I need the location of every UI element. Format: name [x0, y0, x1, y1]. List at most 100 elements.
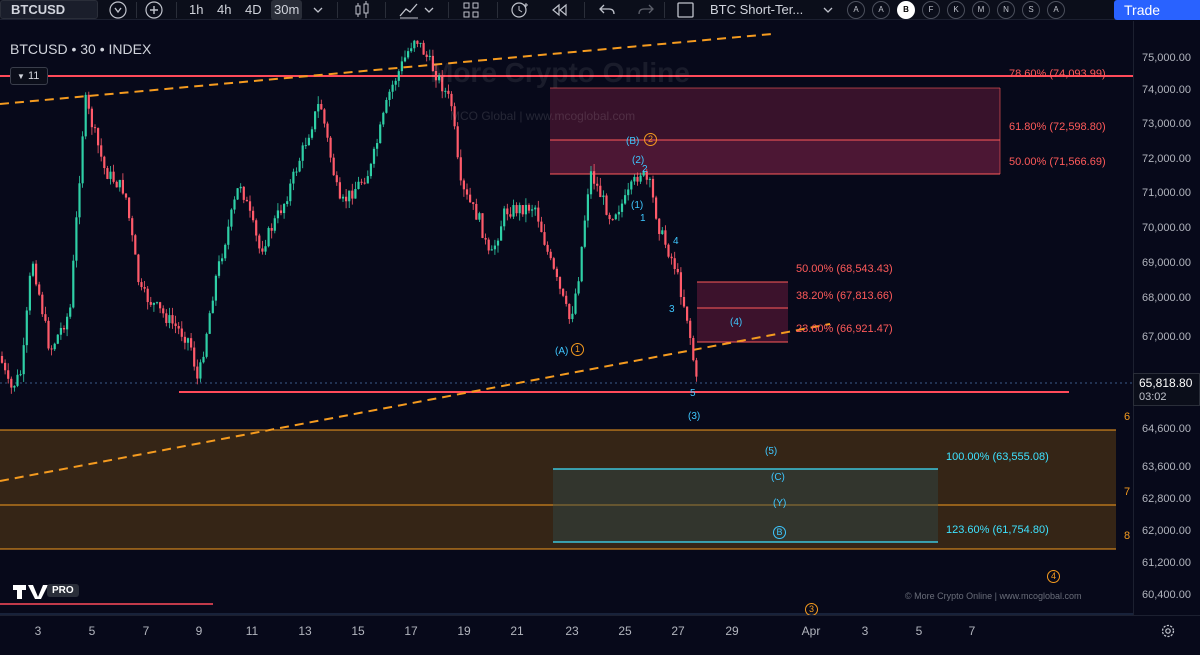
fib-mid-zone: [697, 282, 788, 342]
time-axis[interactable]: 3 5 7 9 11 13 15 17 19 21 23 25 27 29 Ap…: [0, 615, 1200, 655]
price-tick: 74,000.00: [1142, 84, 1191, 96]
candle-body: [490, 249, 493, 251]
candle-body: [97, 128, 100, 146]
layout-letter-n[interactable]: N: [997, 1, 1015, 19]
upper-trendline: [0, 33, 773, 105]
candle-body: [686, 306, 689, 321]
time-tick: 5: [88, 624, 96, 638]
candle-body: [171, 315, 174, 324]
candle-body: [134, 235, 137, 255]
layout-letter-f[interactable]: F: [922, 1, 940, 19]
candle-body: [22, 345, 25, 375]
layout-letter-a1[interactable]: A: [847, 1, 865, 19]
tradingview-logo-icon[interactable]: [12, 583, 84, 601]
candle-body: [484, 237, 487, 240]
templates-grid-icon[interactable]: [461, 0, 481, 20]
candle-body: [639, 175, 642, 182]
candle-body: [667, 244, 670, 257]
candle-body: [35, 263, 38, 285]
candle-body: [87, 94, 90, 109]
candle-body: [75, 217, 78, 261]
candle-body: [642, 171, 645, 176]
replay-icon[interactable]: [548, 0, 570, 20]
timeframe-dropdown-icon[interactable]: [312, 0, 326, 20]
candle-body: [146, 288, 149, 303]
current-price-label: 65,818.80 03:02: [1133, 373, 1200, 406]
layout-letter-k[interactable]: K: [947, 1, 965, 19]
candle-body: [16, 374, 19, 386]
candle-body: [329, 137, 332, 158]
time-tick: 9: [195, 624, 203, 638]
candle-body: [112, 171, 115, 182]
candle-body: [289, 183, 292, 202]
layout-letter-b[interactable]: B: [897, 1, 915, 19]
candle-body: [267, 228, 270, 247]
wave-label-a-paren: (A): [555, 346, 569, 357]
redo-icon[interactable]: [636, 0, 656, 20]
indicators-dropdown-icon[interactable]: [423, 0, 435, 20]
candle-body: [190, 338, 193, 348]
candle-body: [345, 196, 348, 202]
wave-label-4: 4: [673, 236, 679, 247]
candle-body: [521, 205, 524, 215]
wave-label-paren-4: (4): [730, 317, 743, 328]
layout-letter-m[interactable]: M: [972, 1, 990, 19]
candle-body: [149, 302, 152, 305]
layout-letter-a2[interactable]: A: [872, 1, 890, 19]
chart-pane[interactable]: More Crypto Online MCO Global | www.mcog…: [0, 21, 1200, 616]
candlestick-series: [0, 39, 698, 394]
trade-button[interactable]: Trade: [1114, 0, 1200, 20]
candle-body: [13, 385, 16, 388]
candle-body: [682, 296, 686, 307]
layout-letter-a3[interactable]: A: [1047, 1, 1065, 19]
undo-icon[interactable]: [597, 0, 617, 20]
time-tick: 17: [404, 624, 418, 638]
timeframe-30m[interactable]: 30m: [271, 0, 303, 20]
chart-settings-icon[interactable]: [1160, 623, 1176, 639]
indicator-toggle[interactable]: ▼ 11: [10, 67, 48, 85]
indicator-count: 11: [27, 70, 40, 82]
candle-body: [273, 218, 276, 231]
fib-label-50-mid: 50.00% (68,543.43): [796, 263, 893, 275]
add-symbol-icon[interactable]: [144, 0, 164, 20]
candle-body: [205, 333, 208, 357]
price-chart-canvas[interactable]: [0, 21, 1133, 615]
layout-letter-s[interactable]: S: [1022, 1, 1040, 19]
alert-icon[interactable]: [108, 0, 130, 20]
alert-clock-icon[interactable]: [509, 0, 531, 20]
timeframe-4h[interactable]: 4h: [217, 2, 232, 17]
candle-body: [692, 338, 695, 361]
candle-body: [651, 178, 655, 198]
candle-body: [416, 40, 419, 44]
layout-square-icon[interactable]: [675, 0, 697, 20]
symbol-search[interactable]: BTCUSD: [0, 0, 98, 19]
candle-body: [453, 106, 456, 127]
candle-body: [62, 327, 66, 330]
fib-label-123-6: 123.60% (61,754.80): [946, 524, 1049, 536]
candle-body: [248, 201, 252, 211]
time-tick: 21: [510, 624, 524, 638]
candle-body: [574, 293, 577, 314]
indicators-icon[interactable]: [398, 0, 420, 20]
layout-dropdown-icon[interactable]: [822, 0, 836, 20]
candle-body: [279, 210, 283, 214]
layout-name[interactable]: BTC Short-Ter...: [710, 2, 804, 17]
candle-type-icon[interactable]: [352, 0, 372, 20]
price-axis[interactable]: 75,000.00 74,000.00 73,000.00 72,000.00 …: [1133, 21, 1200, 615]
candle-body: [140, 282, 143, 288]
candle-body: [630, 181, 633, 190]
timeframe-1h[interactable]: 1h: [189, 2, 204, 17]
timeframe-4d[interactable]: 4D: [245, 2, 262, 17]
candle-body: [441, 75, 444, 92]
symbol-legend[interactable]: BTCUSD • 30 • INDEX: [10, 41, 152, 57]
fib-label-23-6: 23.60% (66,921.47): [796, 323, 893, 335]
candle-body: [56, 334, 59, 344]
fib-label-38-2: 38.20% (67,813.66): [796, 290, 893, 302]
price-tick: 68,000.00: [1142, 292, 1191, 304]
candle-body: [419, 42, 422, 44]
target-zone-box: [0, 430, 1116, 549]
candle-body: [183, 336, 186, 343]
candle-body: [121, 179, 124, 194]
fib-label-61-8: 61.80% (72,598.80): [1009, 121, 1106, 133]
candle-body: [292, 171, 295, 184]
